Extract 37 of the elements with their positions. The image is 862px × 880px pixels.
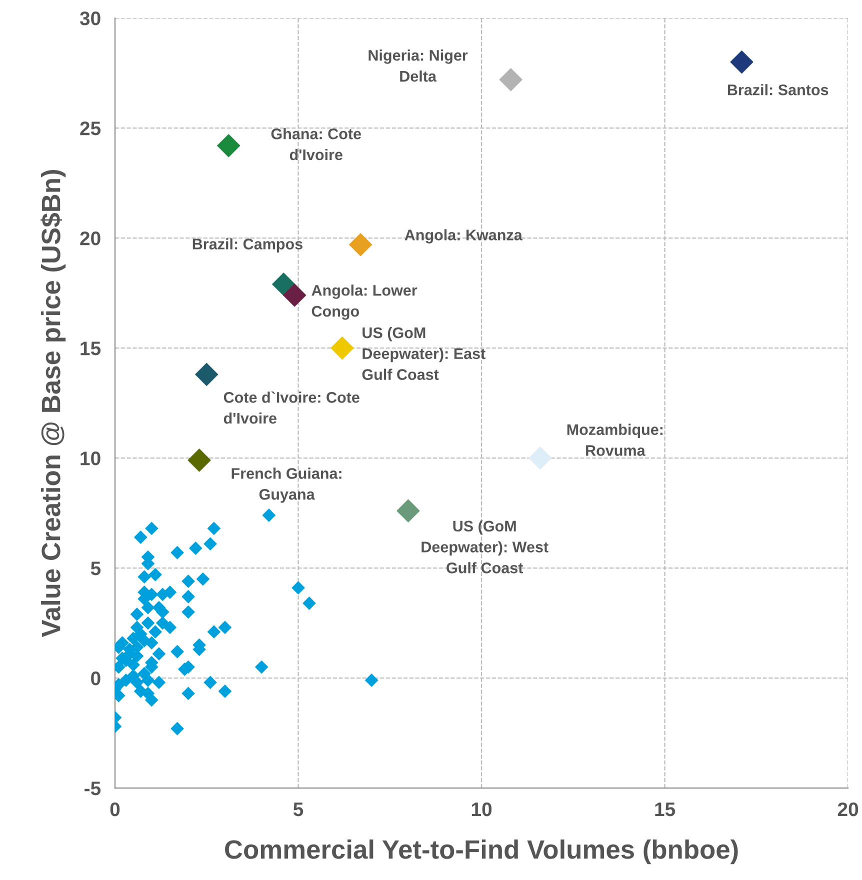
y-tick-label: 20 [80,232,100,246]
point [499,68,522,92]
series-label: Cote d`Ivoire: Cote d'Ivoire [224,391,360,424]
y-tick-label: 30 [80,12,100,26]
text: Ghana: Cote d'Ivoire [271,128,362,160]
text: Angola: Kwanza [404,229,522,244]
x-tick-label: 5 [293,802,304,816]
point [195,362,218,386]
x-axis-title: Commercial Yet-to-Find Volumes (bnboe) [225,840,738,864]
y-tick-label: 0 [91,672,100,686]
series-label: Mozambique: Rovuma [567,424,662,456]
y-tick-label: 10 [80,452,100,466]
y-tick-label: -5 [84,782,101,796]
series-label: US (GoM Deepwater): East Gulf Coast [362,326,486,380]
series-label: Brazil: Campos [192,238,302,252]
y-axis-title: Value Creation @ Base price (US$Bn) [40,170,66,638]
y-tick-label: 5 [90,562,101,576]
series-label: US (GoM Deepwater): West Gulf Coast [422,520,548,574]
point [396,499,420,522]
x-tick-label: 10 [472,802,492,816]
series-label: Angola: Lower Congo [312,284,418,320]
point [528,446,552,470]
point [283,284,306,307]
point [349,233,372,256]
point [272,272,296,296]
point [730,50,754,74]
x-tick-label: 15 [655,802,676,816]
series-label: Brazil: Santos [728,84,828,96]
text: Nigeria: Niger Delta [368,50,468,82]
y-tick-label: 25 [80,122,101,136]
x-tick-label: 20 [838,802,858,816]
x-tick-label: 0 [110,802,120,816]
y-tick-label: 15 [80,342,101,356]
series-label: French Guiana: Guyana [232,468,342,503]
point [217,134,240,158]
point [188,448,211,472]
point [330,336,354,360]
